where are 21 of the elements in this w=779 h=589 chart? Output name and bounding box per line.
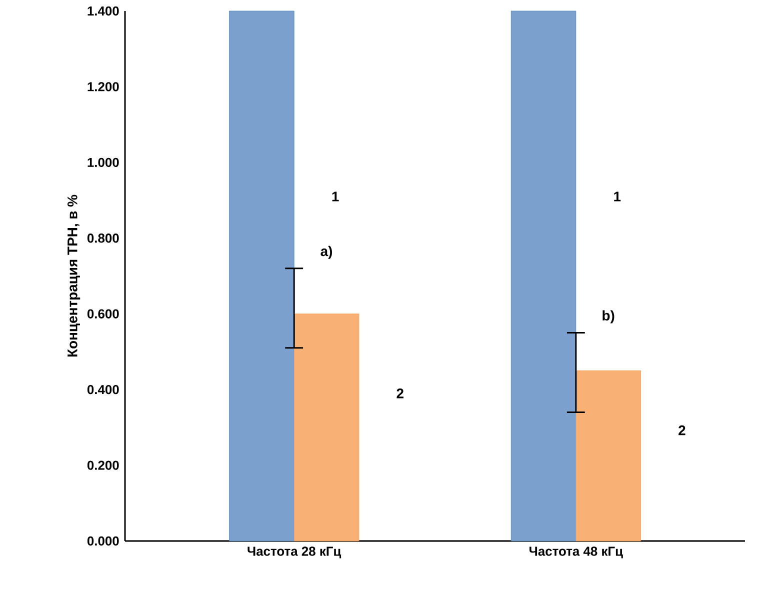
bar	[576, 370, 641, 542]
y-tick-label: 0.600	[87, 309, 119, 318]
annotation: b)	[602, 310, 614, 324]
y-tick-label: 0.000	[87, 536, 119, 546]
bar	[229, 10, 294, 542]
bar	[294, 314, 360, 542]
y-tick-label: 1.000	[88, 158, 119, 168]
text: 1	[332, 192, 339, 202]
y-tick-label: 0.200	[87, 460, 119, 470]
bar	[510, 10, 576, 542]
y-tick-label: 0.400	[87, 384, 119, 394]
y-tick-label: 1.200	[88, 82, 119, 92]
annotation: a)	[320, 246, 332, 259]
text: 2	[396, 388, 404, 398]
x-tick-label: Частота 28 кГц	[248, 546, 342, 558]
y-tick-label: 0.800	[87, 234, 119, 243]
text: 2	[678, 425, 686, 436]
y-tick-label: 1.400	[88, 6, 119, 16]
text: 1	[614, 192, 621, 202]
y-axis-title: Концентрация ТРН, в %	[68, 194, 80, 357]
x-tick-label: Частота 48 кГц	[530, 546, 623, 558]
